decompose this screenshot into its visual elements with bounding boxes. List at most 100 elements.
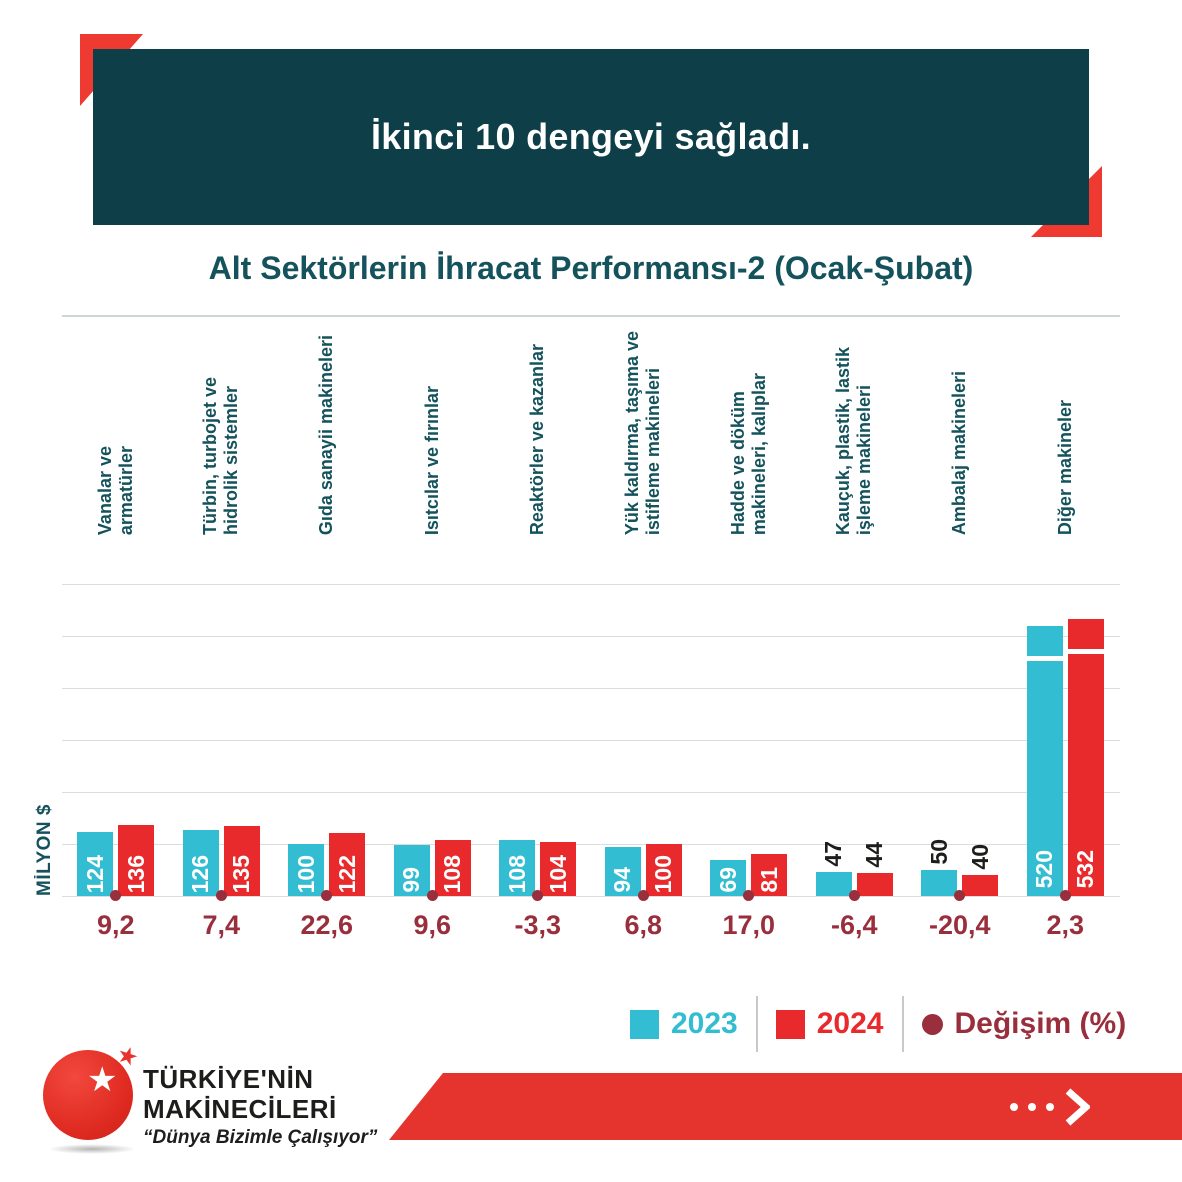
bar-value-label: 520 bbox=[1031, 849, 1058, 888]
legend-divider bbox=[755, 996, 758, 1052]
category-label-cell: Reaktörler ve kazanlar bbox=[485, 318, 591, 535]
header-banner: İkinci 10 dengeyi sağladı. bbox=[93, 49, 1089, 225]
change-value-label: 17,0 bbox=[722, 910, 776, 940]
gridline bbox=[62, 584, 1120, 585]
bar-2024: 104 bbox=[540, 842, 577, 896]
gridline bbox=[62, 896, 1120, 897]
bar-value-label: 135 bbox=[228, 854, 255, 893]
category-label-cell: Kauçuk, plastik, lastik işleme makineler… bbox=[802, 318, 908, 535]
change-dot-icon bbox=[321, 890, 333, 901]
category-label-cell: Hadde ve döküm makineleri, kalıplar bbox=[696, 318, 802, 535]
bar-group: 47 44 bbox=[802, 584, 908, 896]
legend-label-2024: 2024 bbox=[816, 1007, 884, 1040]
bar-value-label: 108 bbox=[439, 854, 466, 893]
bar-group: 108 104 bbox=[485, 584, 591, 896]
chart-legend: 2023 2024 Değişim (%) bbox=[630, 996, 1126, 1052]
bar-2024: 135 bbox=[223, 826, 260, 896]
bar-group: 50 40 bbox=[907, 584, 1013, 896]
gridline bbox=[62, 688, 1120, 689]
change-dot-icon bbox=[215, 890, 227, 901]
bar-value-label: 532 bbox=[1072, 849, 1099, 888]
bar-2024: 108 bbox=[434, 840, 471, 896]
legend-item-change: Değişim (%) bbox=[921, 1007, 1127, 1041]
category-label: Hadde ve döküm makineleri, kalıplar bbox=[727, 372, 769, 535]
bar-2023: 50 bbox=[921, 839, 958, 896]
next-arrow[interactable] bbox=[1010, 1087, 1090, 1126]
change-value-label: 9,6 bbox=[413, 910, 452, 940]
legend-label-change: Değişim (%) bbox=[954, 1007, 1127, 1040]
chart-title: Alt Sektörlerin İhracat Performansı-2 (O… bbox=[208, 250, 974, 286]
change-dot-icon bbox=[954, 890, 966, 901]
bar-value-label: 47 bbox=[820, 841, 847, 867]
legend-change-dot-icon bbox=[921, 1013, 943, 1035]
axis-break bbox=[1025, 656, 1064, 661]
chevron-right-icon bbox=[1065, 1087, 1090, 1126]
category-label-cell: Gıda sanayii makineleri bbox=[274, 318, 380, 535]
logo-shadow bbox=[48, 1144, 136, 1154]
bar-2024: 44 bbox=[856, 842, 893, 896]
legend-label-2023: 2023 bbox=[671, 1007, 738, 1040]
bar-group: 520 532 bbox=[1013, 584, 1119, 896]
category-label: Gıda sanayii makineleri bbox=[316, 334, 337, 535]
change-value-label: 2,3 bbox=[1046, 910, 1085, 940]
bar-value-label: 99 bbox=[398, 867, 425, 893]
bar-value-label: 81 bbox=[755, 867, 782, 893]
legend-swatch-2023 bbox=[630, 1009, 659, 1039]
brand-name-line2: MAKİNECİLERİ bbox=[143, 1094, 337, 1124]
bar-2023: 520 bbox=[1025, 626, 1064, 896]
bar-value-label: 126 bbox=[187, 854, 214, 893]
footer-banner bbox=[389, 1073, 1182, 1140]
change-dot-icon bbox=[532, 890, 544, 901]
y-axis-label: MİLYON $ bbox=[34, 804, 55, 896]
axis-break bbox=[1066, 649, 1105, 654]
change-dot-icon bbox=[110, 890, 122, 901]
bar-value-label: 100 bbox=[650, 854, 677, 893]
gridline bbox=[62, 636, 1120, 637]
arrow-dot-icon bbox=[1028, 1102, 1036, 1111]
bar-2023: 126 bbox=[182, 830, 219, 896]
brand-logo-circle bbox=[43, 1050, 133, 1140]
bar-value-label: 50 bbox=[925, 839, 952, 865]
arrow-dot-icon bbox=[1010, 1102, 1018, 1111]
bar-2024: 81 bbox=[751, 854, 788, 896]
legend-divider bbox=[901, 996, 904, 1052]
change-value-label: 6,8 bbox=[624, 910, 663, 940]
bar-group: 100 122 bbox=[274, 584, 380, 896]
header-title: İkinci 10 dengeyi sağladı. bbox=[371, 116, 811, 157]
brand-slogan: “Dünya Bizimle Çalışıyor” bbox=[143, 1127, 378, 1148]
gridline bbox=[62, 792, 1120, 793]
category-label: Kauçuk, plastik, lastik işleme makineler… bbox=[833, 346, 875, 535]
bar-value-label: 44 bbox=[861, 842, 888, 868]
bar-value-label: 108 bbox=[503, 854, 530, 893]
change-value-label: 9,2 bbox=[96, 910, 135, 940]
change-value-label: -6,4 bbox=[830, 910, 878, 940]
category-label-cell: Diğer makineler bbox=[1013, 318, 1119, 535]
title-divider bbox=[62, 315, 1120, 317]
bar-value-label: 94 bbox=[609, 867, 636, 893]
category-label-cell: Yük kaldırma, taşıma ve istifleme makine… bbox=[591, 318, 697, 535]
category-label-cell: Isıtcılar ve fırınlar bbox=[380, 318, 486, 535]
change-value-label: 7,4 bbox=[202, 910, 241, 940]
bar-2024: 40 bbox=[962, 844, 999, 896]
arrow-dot-icon bbox=[1046, 1102, 1054, 1111]
bar-value-label: 104 bbox=[544, 854, 571, 893]
category-label-cell: Ambalaj makineleri bbox=[907, 318, 1013, 535]
change-dot-icon bbox=[426, 890, 438, 901]
legend-item-2024: 2024 bbox=[775, 1007, 884, 1041]
change-value-label: -20,4 bbox=[928, 910, 991, 940]
logo-small-star-icon: ★ bbox=[113, 1039, 143, 1073]
y-axis-label-cell: MİLYON $ bbox=[28, 778, 62, 896]
bar-group: 69 81 bbox=[696, 584, 802, 896]
category-label-cell: Türbin, turbojet ve hidrolik sistemler bbox=[169, 318, 275, 535]
bar-2024: 532 bbox=[1066, 619, 1105, 896]
bar-2023: 124 bbox=[77, 832, 114, 896]
gridline bbox=[62, 740, 1120, 741]
bar-value-label: 136 bbox=[122, 854, 149, 893]
category-label: Vanalar ve armatürler bbox=[94, 445, 136, 535]
category-label: Isıtcılar ve fırınlar bbox=[421, 385, 442, 535]
change-dot-icon bbox=[848, 890, 860, 901]
change-dot-icon bbox=[1059, 890, 1071, 901]
bar-group: 124 136 bbox=[63, 584, 169, 896]
brand-block: TÜRKİYE'NİN MAKİNECİLERİ “Dünya Bizimle … bbox=[143, 1064, 377, 1149]
